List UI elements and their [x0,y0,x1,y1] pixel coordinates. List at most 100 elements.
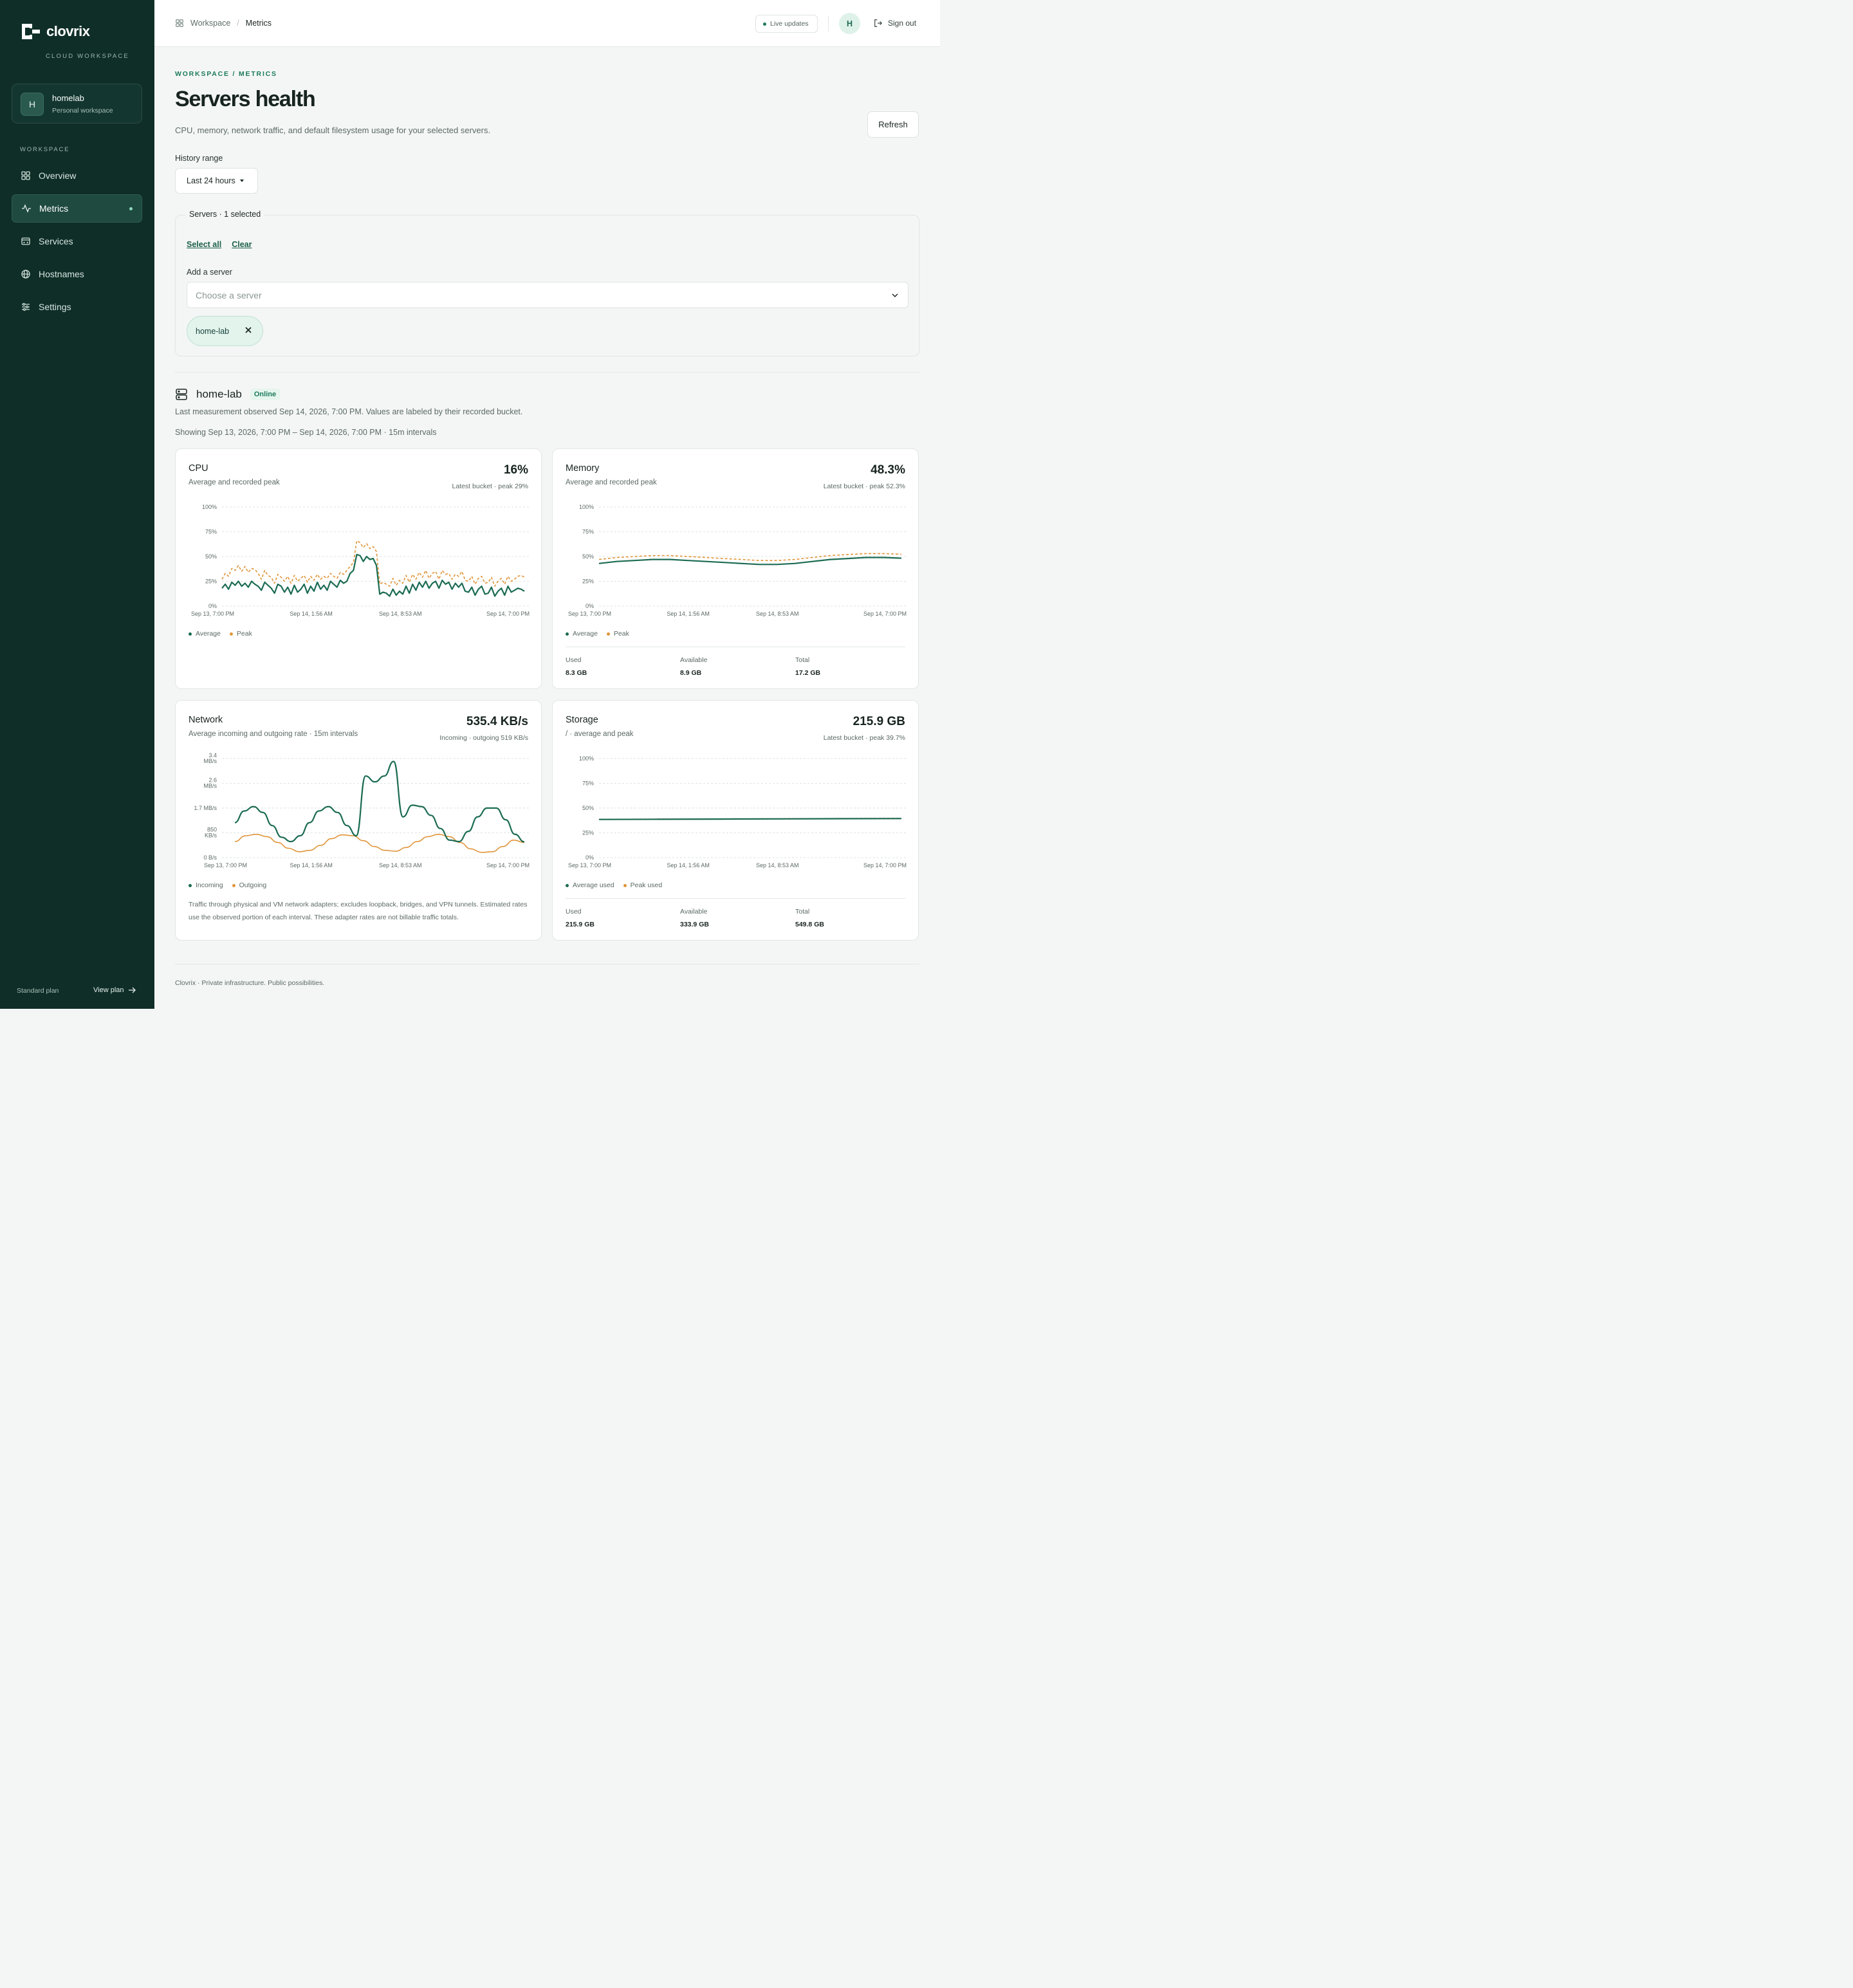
server-header: home-lab Online [175,388,281,401]
caret-down-icon [239,179,244,182]
view-plan-link[interactable]: View plan [93,986,136,994]
sidebar-item-metrics[interactable]: Metrics [12,194,142,223]
storage-stats: Used 215.9 GB Available 333.9 GB Total 549.… [566,898,905,928]
series-line-incoming [234,760,525,843]
chart-legend: Average Peak [566,630,629,638]
x-tick-label: Sep 13, 7:00 PM [204,862,247,869]
sign-out-button[interactable]: Sign out [874,19,916,28]
last-measurement-text: Last measurement observed Sep 14, 2026, … [175,407,523,416]
grid-icon [176,19,183,27]
sign-out-label: Sign out [888,19,917,28]
showing-range-text: Showing Sep 13, 2026, 7:00 PM – Sep 14, … [175,428,437,437]
sidebar-item-hostnames[interactable]: Hostnames [12,260,142,288]
app-window-icon [21,237,30,245]
breadcrumb-current: Metrics [245,19,272,28]
card-detail: Latest bucket · peak 52.3% [823,483,905,490]
sidebar-item-label: Services [39,236,73,246]
history-range-value: Last 24 hours [187,176,235,185]
cpu-chart: 0% 25% 50% 75% 100% Sep 13, 7:00 PM Sep 14, 1:… [191,504,530,617]
sidebar-item-services[interactable]: Services [12,227,142,255]
user-avatar[interactable]: H [839,13,860,34]
brand-logo[interactable]: clovrix [19,22,90,41]
servers-fieldset: Servers · 1 selected Select all Clear Ad… [175,210,919,356]
refresh-button[interactable]: Refresh [867,111,919,138]
stat-label: Available [680,656,708,664]
log-out-icon [874,19,883,27]
sliders-icon [22,302,30,311]
history-range-select[interactable]: Last 24 hours [175,168,258,194]
x-tick-label: Sep 14, 7:00 PM [863,862,907,869]
y-tick-label: 2.6 MB/s [203,777,217,789]
series-line-outgoing [234,833,525,853]
arrow-right-icon [128,987,136,993]
select-all-link[interactable]: Select all [187,240,222,249]
network-card: Network Average incoming and outgoing ra… [175,700,542,941]
stat-value: 8.3 GB [566,669,587,677]
y-tick-label: 850 KB/s [205,827,217,839]
legend-dot [566,883,569,887]
x-tick-label: Sep 14, 1:56 AM [290,611,333,617]
sidebar-item-settings[interactable]: Settings [12,293,142,321]
x-tick-label: Sep 14, 7:00 PM [486,611,530,617]
stat-value: 8.9 GB [680,669,702,677]
breadcrumb-separator: / [237,19,239,28]
server-chip-label: home-lab [196,326,230,336]
legend-average: Average [189,630,221,638]
sidebar-item-overview[interactable]: Overview [12,161,142,190]
server-select[interactable]: Choose a server [187,282,908,308]
breadcrumb: Workspace / Metrics [175,19,272,28]
footer-text: Clovrix · Private infrastructure. Public… [175,979,325,987]
x-tick-label: Sep 14, 1:56 AM [667,611,710,617]
globe-icon [21,270,30,279]
y-tick-label: 100% [579,755,594,762]
activity-icon [22,204,31,213]
close-icon[interactable] [244,326,252,334]
legend-dot [229,632,233,636]
live-status-dot [763,22,766,26]
clear-link[interactable]: Clear [232,240,252,249]
legend-peak: Peak [229,630,252,638]
brand-name: clovrix [46,23,90,39]
card-title: Storage [566,715,598,725]
server-icon [176,389,187,400]
page-description: CPU, memory, network traffic, and defaul… [175,125,491,135]
x-tick-label: Sep 14, 7:00 PM [486,862,530,869]
chevron-down-icon [892,293,898,298]
stat-value: 333.9 GB [680,921,709,928]
legend-label: Outgoing [239,881,267,889]
y-tick-label: 0% [585,603,594,609]
y-tick-label: 75% [582,529,594,535]
stat-label: Used [566,908,582,916]
brand-tagline: CLOUD WORKSPACE [46,53,129,60]
x-tick-label: Sep 14, 7:00 PM [863,611,907,617]
storage-card: Storage / · average and peak 215.9 GB La… [552,700,919,941]
topbar-divider [828,16,829,32]
legend-label: Average [196,630,221,638]
legend-label: Average [573,630,598,638]
workspace-name: homelab [52,93,84,103]
legend-dot [606,632,610,636]
workspace-switcher[interactable]: H homelab Personal workspace [12,84,142,124]
active-indicator-dot [129,207,133,210]
workspace-type: Personal workspace [52,107,113,115]
live-updates-label: Live updates [770,20,809,28]
legend-incoming: Incoming [189,881,223,889]
cpu-card: CPU Average and recorded peak 16% Latest… [175,448,542,689]
x-tick-label: Sep 14, 8:53 AM [756,611,799,617]
sidebar-item-label: Overview [39,170,77,181]
x-tick-label: Sep 14, 8:53 AM [756,862,799,869]
card-value: 48.3% [871,463,905,477]
sidebar-item-label: Metrics [39,203,69,214]
breadcrumb-workspace[interactable]: Workspace [190,19,231,28]
history-range-label: History range [175,154,223,163]
card-subtitle: Average incoming and outgoing rate · 15m… [189,730,358,738]
x-tick-label: Sep 13, 7:00 PM [191,611,234,617]
stat-value: 17.2 GB [795,669,821,677]
topbar: Workspace / Metrics Live updates H Sign … [154,0,940,47]
stat-value: 549.8 GB [795,921,824,928]
stat-label: Available [680,908,708,916]
series-line-peak [221,540,525,587]
server-selection-links: Select all Clear [187,240,252,249]
x-tick-label: Sep 14, 8:53 AM [379,862,422,869]
add-server-label: Add a server [187,268,232,277]
